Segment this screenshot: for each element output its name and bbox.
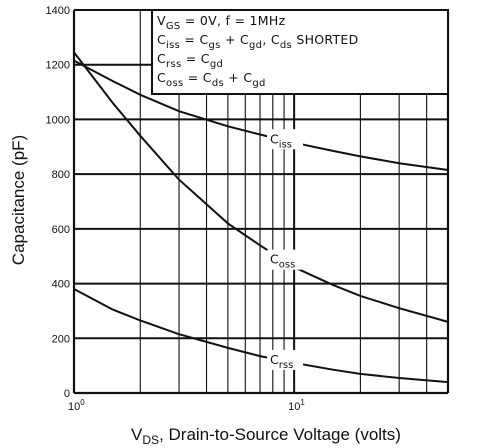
series-label-ciss: Ciss <box>270 131 292 150</box>
x-tick-label: 100 <box>68 398 85 413</box>
y-tick-label: 1400 <box>46 5 70 17</box>
series-layer: Ciss Coss Crss <box>73 51 449 384</box>
note-line: Crss = Cgd <box>157 51 223 70</box>
series-label-crss: Crss <box>270 352 293 371</box>
series-label-bg <box>267 129 304 150</box>
note-box-border <box>151 9 449 95</box>
series-line-coss <box>73 51 449 323</box>
series-label-bg <box>267 349 304 370</box>
x-axis-label: VDS, Drain-to-Source Voltage (volts) <box>131 425 401 447</box>
series-ciss: Ciss <box>73 59 449 171</box>
series-coss: Coss <box>73 51 449 323</box>
note-line: Ciss = Cgs + Cgd, Cds SHORTED <box>157 32 359 51</box>
series-line-crss <box>73 288 449 384</box>
y-tick-label: 200 <box>52 333 70 345</box>
y-tick-label: 1200 <box>46 60 70 72</box>
y-tick-label: 0 <box>64 388 70 400</box>
y-tick-label: 400 <box>52 279 70 291</box>
series-line-ciss <box>73 59 449 171</box>
x-tick-label: 101 <box>288 398 305 413</box>
y-axis-label: Capacitance (pF) <box>9 135 28 265</box>
y-tick-label: 1000 <box>46 114 70 126</box>
note-line: Coss = Cds + Cgd <box>157 70 266 89</box>
tick-labels: 0 200 400 600 800 1000 1200 1400 100 101 <box>46 5 306 413</box>
y-tick-label: 800 <box>52 169 70 181</box>
series-crss: Crss <box>73 288 449 384</box>
series-label-coss: Coss <box>270 252 295 271</box>
series-label-bg <box>267 249 304 270</box>
y-tick-label: 600 <box>52 224 70 236</box>
note-line: VGS = 0V, f = 1MHz <box>157 13 286 32</box>
